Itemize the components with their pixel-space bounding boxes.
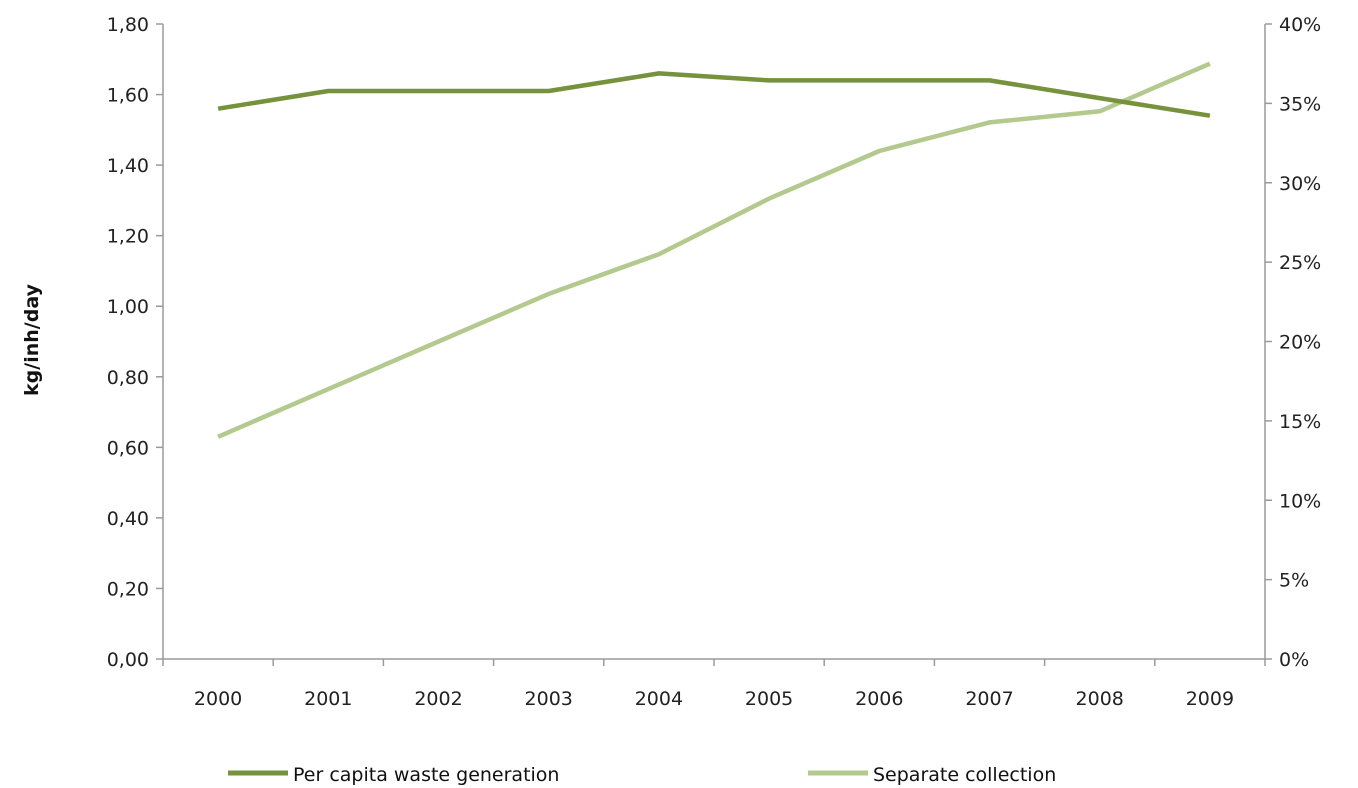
y-right-tick-label: 0% bbox=[1279, 649, 1309, 671]
y-left-tick-label: 1,00 bbox=[107, 296, 149, 318]
y-right-tick-label: 10% bbox=[1279, 490, 1321, 512]
x-tick-label: 2003 bbox=[525, 688, 573, 710]
x-tick-label: 2007 bbox=[965, 688, 1013, 710]
y-right-tick-label: 30% bbox=[1279, 173, 1321, 195]
series-lines bbox=[217, 61, 1211, 439]
y-left-tick-label: 0,40 bbox=[107, 508, 149, 530]
x-tick-label: 2002 bbox=[414, 688, 462, 710]
x-tick-label: 2008 bbox=[1076, 688, 1124, 710]
legend-label-per-capita: Per capita waste generation bbox=[293, 764, 559, 786]
series-line-separate-collection bbox=[217, 61, 1211, 439]
y-left-tick-label: 0,20 bbox=[107, 578, 149, 600]
legend-label-separate-collection: Separate collection bbox=[873, 764, 1056, 786]
x-axis-ticks: 2000 2001 2002 2003 2004 2005 2006 2007 2008 2009 bbox=[162, 659, 1266, 710]
y-right-tick-label: 20% bbox=[1279, 332, 1321, 354]
y-left-tick-label: 0,80 bbox=[107, 367, 149, 389]
right-axis-ticks: 0% 5% 10% 15% 20% 25% 30% 35% 40% bbox=[1265, 14, 1321, 671]
y-left-tick-label: 0,00 bbox=[107, 649, 149, 671]
y-left-tick-label: 1,80 bbox=[107, 14, 149, 36]
axes bbox=[162, 24, 1266, 660]
series-line-per-capita bbox=[217, 71, 1211, 118]
y-left-tick-label: 0,60 bbox=[107, 437, 149, 459]
x-tick-label: 2009 bbox=[1186, 688, 1234, 710]
left-axis-ticks: 0,00 0,20 0,40 0,60 0,80 1,00 1,20 1,40 1,60 1,80 bbox=[107, 14, 163, 671]
y-right-tick-label: 35% bbox=[1279, 93, 1321, 115]
x-tick-label: 2004 bbox=[635, 688, 683, 710]
y-left-tick-label: 1,60 bbox=[107, 85, 149, 107]
x-tick-label: 2000 bbox=[194, 688, 242, 710]
y-right-tick-label: 25% bbox=[1279, 252, 1321, 274]
y-left-tick-label: 1,40 bbox=[107, 155, 149, 177]
x-tick-label: 2001 bbox=[304, 688, 352, 710]
x-tick-label: 2005 bbox=[745, 688, 793, 710]
legend: Per capita waste generation Separate col… bbox=[228, 764, 1056, 786]
y-left-tick-label: 1,20 bbox=[107, 226, 149, 248]
x-tick-label: 2006 bbox=[855, 688, 903, 710]
y-right-tick-label: 15% bbox=[1279, 411, 1321, 433]
y-axis-left-title: kg/inh/day bbox=[21, 283, 43, 396]
y-right-tick-label: 5% bbox=[1279, 570, 1309, 592]
y-right-tick-label: 40% bbox=[1279, 14, 1321, 36]
